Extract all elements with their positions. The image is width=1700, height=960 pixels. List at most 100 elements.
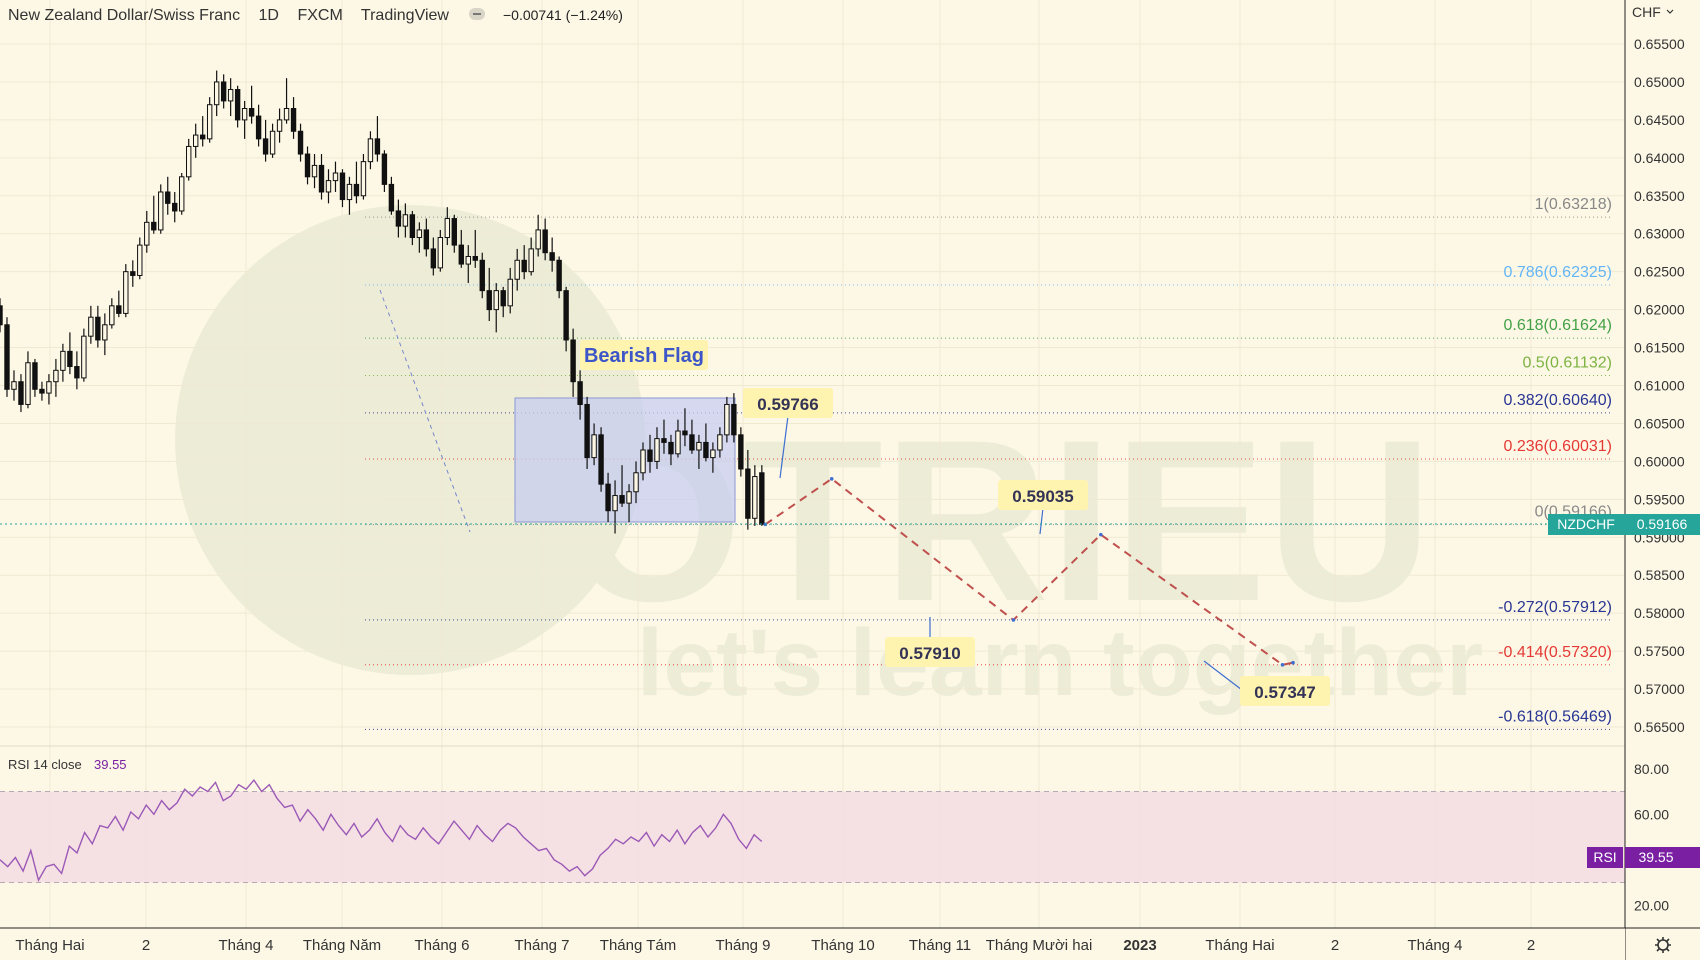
candle-body [500, 290, 506, 307]
currency-selector[interactable]: CHF [1632, 4, 1661, 20]
candle-body [759, 472, 765, 525]
fib-level-label: 0.382(0.60640) [1503, 392, 1612, 409]
callout-connector [1039, 507, 1044, 535]
time-axis-label: Tháng Năm [303, 937, 381, 954]
price-badge [1625, 514, 1700, 535]
candle-body [591, 434, 597, 459]
callout-text: 0.59766 [757, 395, 818, 414]
callout-text: 0.59035 [1012, 487, 1073, 506]
symbol-price-badge: NZDCHF 0.59166 [1548, 514, 1700, 535]
candle-body [25, 362, 31, 405]
candle-body [262, 138, 269, 155]
time-axis-label: Tháng 6 [414, 937, 469, 954]
candle-body [325, 180, 332, 193]
candle-body [213, 81, 220, 106]
rsi-title[interactable]: RSI 14 close [8, 757, 82, 772]
candle-body [39, 388, 45, 394]
candle-body [388, 183, 395, 212]
candle-body [437, 237, 444, 269]
time-axis[interactable] [0, 928, 1625, 960]
fibonacci-retracement[interactable]: 1(0.63218) 0.786(0.62325) 0.618(0.61624) 0.… [365, 196, 1612, 730]
candle-body [381, 153, 388, 185]
bearish-flag-box[interactable] [514, 397, 736, 523]
time-axis-label: 2 [1331, 937, 1339, 954]
callout-box [743, 388, 833, 418]
candle-body [109, 305, 115, 326]
candle-body [598, 434, 604, 485]
candle-body [640, 449, 646, 474]
symbol-name[interactable]: New Zealand Dollar/Swiss Franc [8, 7, 240, 24]
candle-body [179, 176, 185, 212]
candle-body [521, 259, 527, 273]
rsi-value-badge: RSI 39.55 [1587, 847, 1700, 868]
candle-body [626, 491, 632, 504]
candle-body [577, 381, 583, 405]
fib-level-label: -0.414(0.57320) [1498, 644, 1612, 661]
callout-box [885, 637, 975, 667]
candle-body [318, 164, 325, 193]
candle-body [172, 202, 178, 212]
candle-body [158, 191, 164, 231]
candle-body [486, 290, 492, 311]
price-axis[interactable] [1625, 0, 1700, 928]
projection-point [1011, 618, 1016, 622]
price-axis-label: 0.60000 [1634, 453, 1685, 469]
settings-gear-icon[interactable] [1655, 937, 1671, 953]
time-axis-label: Tháng 4 [1407, 937, 1462, 954]
candle-body [60, 350, 66, 371]
callout-0.57910[interactable]: 0.57910 [885, 617, 975, 667]
fib-level-label: 0.5(0.61132) [1522, 354, 1612, 371]
candle-body [269, 130, 276, 155]
candle-body [255, 115, 262, 140]
candle-body [374, 138, 381, 155]
candle-body [165, 191, 171, 204]
price-axis-label: 0.61000 [1634, 378, 1685, 394]
callout-box [1240, 676, 1330, 706]
price-axis-labels: 0.65500 0.65000 0.64500 0.64000 0.63500 0.630… [1634, 36, 1685, 913]
price-axis-label: 0.64500 [1634, 112, 1685, 128]
candle-body [283, 108, 290, 121]
candle-body [423, 229, 430, 250]
interval-label[interactable]: 1D [259, 7, 279, 24]
candle-body [234, 89, 241, 121]
candle-body [241, 108, 248, 121]
candle-body [311, 164, 318, 178]
price-axis-label: 0.56500 [1634, 719, 1685, 735]
candle-body [346, 183, 353, 201]
candle-body [633, 472, 639, 493]
candle-body [395, 210, 402, 227]
price-axis-label: 0.58000 [1634, 605, 1685, 621]
candle-body [332, 172, 339, 182]
candle-body [192, 134, 199, 147]
rsi-value-box [1625, 847, 1700, 868]
candle-body [102, 324, 108, 341]
candle-body [32, 362, 38, 390]
fib-level-label: 0.618(0.61624) [1503, 317, 1612, 334]
candle-body [360, 161, 367, 197]
rsi-pane[interactable] [0, 745, 1625, 883]
price-axis-label: 0.59500 [1634, 491, 1685, 507]
symbol-title[interactable]: New Zealand Dollar/Swiss Franc 1D FXCM T… [8, 7, 449, 24]
candle-body [612, 495, 618, 512]
candle-body [584, 403, 590, 459]
callout-0.59766[interactable]: 0.59766 [743, 388, 833, 479]
chevron-down-icon[interactable] [1666, 9, 1674, 14]
watermark-logo-circle [175, 205, 645, 675]
candle-body [514, 259, 520, 280]
callout-0.57347[interactable]: 0.57347 [1203, 660, 1330, 706]
chart-header: New Zealand Dollar/Swiss Franc 1D FXCM T… [8, 7, 623, 24]
gear-icon-teeth [1655, 937, 1671, 953]
time-axis-label: 2023 [1123, 937, 1156, 954]
callout-0.59035[interactable]: 0.59035 [998, 480, 1088, 535]
time-axis-label: Tháng Hai [1205, 937, 1274, 954]
candle-body [199, 134, 206, 140]
candle-body [745, 468, 751, 519]
candle-body [88, 316, 94, 337]
price-axis-label: 0.57500 [1634, 643, 1685, 659]
candle-body [668, 441, 674, 455]
candle-body [123, 271, 129, 314]
rsi-axis-label: 20.00 [1634, 897, 1669, 913]
candle-body [137, 244, 143, 276]
candle-body [717, 434, 723, 451]
